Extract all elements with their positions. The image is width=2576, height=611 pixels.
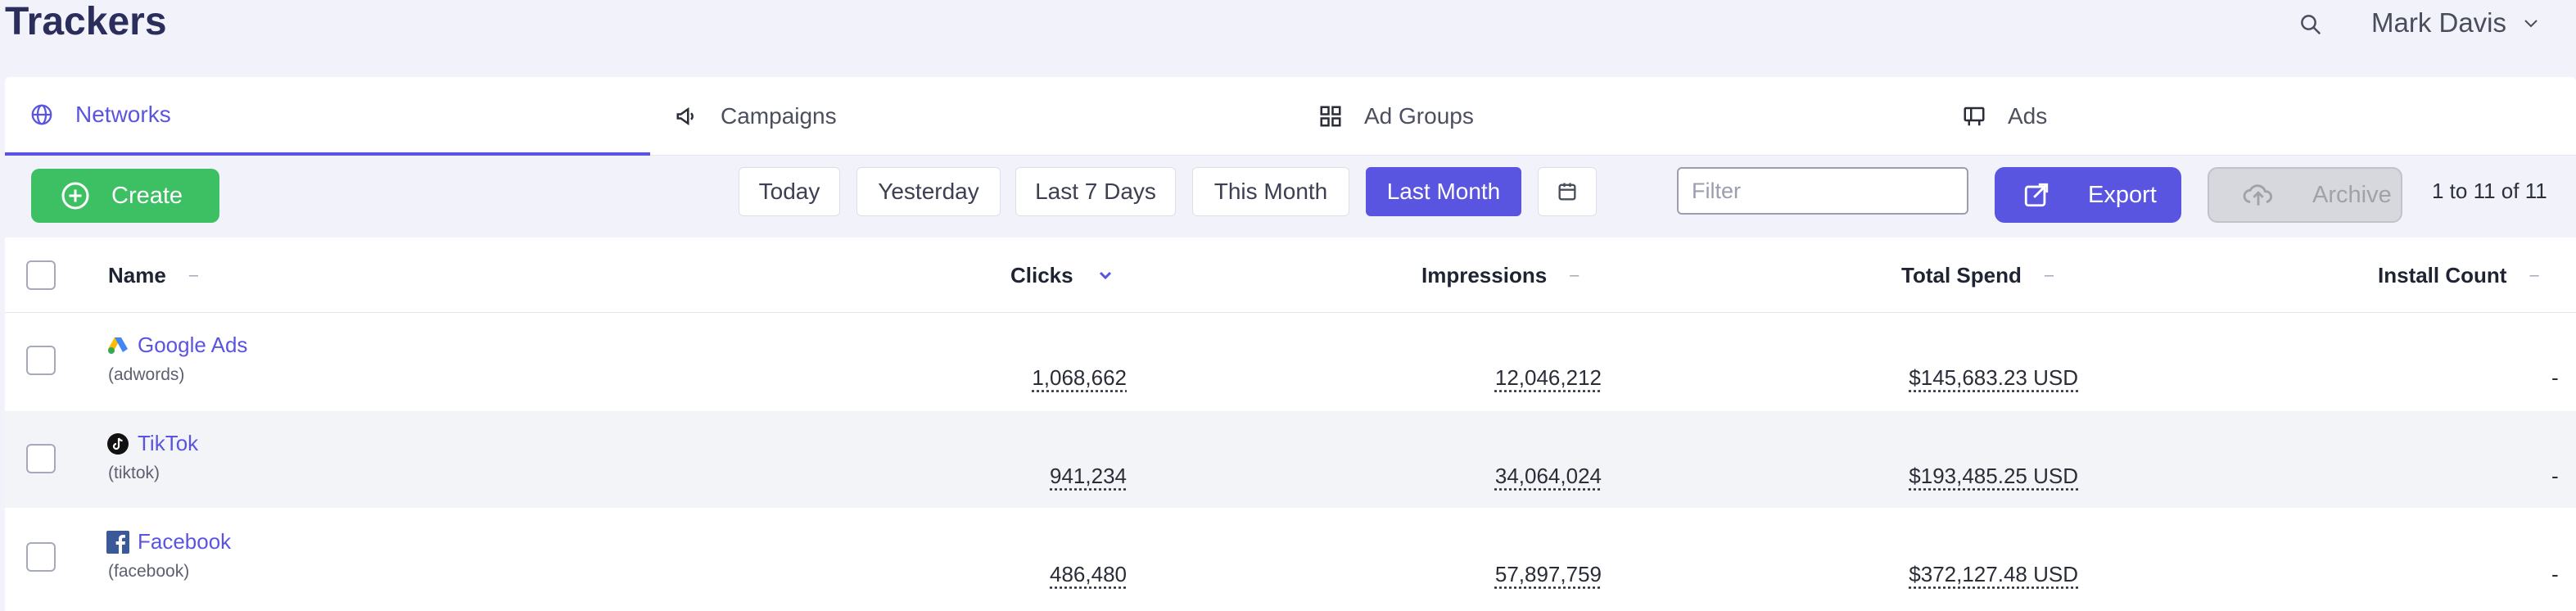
table-row: Facebook (facebook) 486,480 57,897,759 $… bbox=[5, 508, 2576, 604]
user-name: Mark Davis bbox=[2371, 7, 2507, 38]
top-bar: Trackers Mark Davis bbox=[0, 0, 2576, 75]
sort-indicator: – bbox=[2044, 265, 2054, 284]
table-row: Google Ads (adwords) 1,068,662 12,046,21… bbox=[5, 315, 2576, 411]
google-ads-icon bbox=[108, 337, 128, 354]
archive-button[interactable]: Archive bbox=[2208, 167, 2402, 223]
sort-indicator: – bbox=[1570, 265, 1579, 284]
clicks-value[interactable]: 1,068,662 bbox=[1032, 365, 1127, 390]
cloud-upload-icon bbox=[2243, 184, 2272, 206]
network-key: (adwords) bbox=[108, 365, 185, 384]
pagination-text: 1 to 11 of 11 bbox=[2432, 179, 2547, 203]
tab-campaigns[interactable]: Campaigns bbox=[650, 77, 1294, 156]
sort-down-icon bbox=[1099, 271, 1111, 280]
page-title: Trackers bbox=[5, 0, 167, 43]
network-key: (facebook) bbox=[108, 562, 190, 581]
create-label: Create bbox=[111, 182, 183, 209]
chevron-down-icon bbox=[2524, 20, 2538, 28]
install-count-value: - bbox=[2551, 365, 2559, 390]
external-link-icon bbox=[2024, 183, 2049, 207]
tab-ad-groups[interactable]: Ad Groups bbox=[1294, 77, 1937, 156]
tab-ads[interactable]: Ads bbox=[1937, 77, 2576, 156]
impressions-value[interactable]: 34,064,024 bbox=[1494, 464, 1602, 488]
filter-input[interactable] bbox=[1677, 167, 1968, 215]
tab-networks[interactable]: Networks bbox=[5, 77, 650, 156]
trackers-card: Networks Campaigns Ad Groups Ads Create … bbox=[5, 77, 2576, 611]
network-link[interactable]: TikTok bbox=[106, 431, 198, 456]
megaphone-icon bbox=[676, 106, 694, 126]
range-last-7-days-button[interactable]: Last 7 Days bbox=[1015, 167, 1176, 216]
column-header-install-count[interactable]: Install Count – bbox=[2378, 262, 2539, 287]
tab-bar: Networks Campaigns Ad Groups Ads bbox=[5, 77, 2576, 156]
range-yesterday-button[interactable]: Yesterday bbox=[856, 167, 1001, 216]
column-header-impressions[interactable]: Impressions – bbox=[1421, 262, 1579, 287]
table-header: Name – Clicks Impressions – Total Spend – I… bbox=[5, 238, 2576, 313]
row-checkbox[interactable] bbox=[26, 542, 56, 572]
range-today-button[interactable]: Today bbox=[739, 167, 840, 216]
total-spend-value[interactable]: $193,485.25 USD bbox=[1909, 464, 2078, 488]
tab-label: Campaigns bbox=[721, 103, 837, 129]
range-this-month-button[interactable]: This Month bbox=[1192, 167, 1349, 216]
export-button[interactable]: Export bbox=[1995, 167, 2181, 223]
archive-label: Archive bbox=[2312, 181, 2392, 208]
clicks-value[interactable]: 941,234 bbox=[1050, 464, 1127, 488]
calendar-icon bbox=[1558, 183, 1576, 201]
tab-label: Networks bbox=[75, 102, 171, 127]
plus-circle-icon bbox=[61, 182, 89, 210]
billboard-icon bbox=[1964, 106, 1985, 126]
install-count-value: - bbox=[2551, 562, 2559, 586]
clicks-value[interactable]: 486,480 bbox=[1050, 562, 1127, 586]
network-link[interactable]: Google Ads bbox=[106, 333, 247, 358]
network-link[interactable]: Facebook bbox=[106, 529, 231, 554]
network-key: (tiktok) bbox=[108, 464, 160, 482]
total-spend-value[interactable]: $145,683.23 USD bbox=[1909, 365, 2078, 390]
row-checkbox[interactable] bbox=[26, 346, 56, 375]
total-spend-value[interactable]: $372,127.48 USD bbox=[1909, 562, 2078, 586]
select-all-checkbox[interactable] bbox=[26, 260, 56, 290]
sort-indicator: – bbox=[2529, 265, 2539, 284]
table-row: TikTok (tiktok) 941,234 34,064,024 $193,… bbox=[5, 411, 2576, 508]
sort-indicator: – bbox=[188, 265, 198, 284]
column-header-clicks[interactable]: Clicks bbox=[1010, 238, 1113, 313]
export-label: Export bbox=[2088, 181, 2157, 208]
facebook-icon bbox=[106, 530, 129, 554]
impressions-value[interactable]: 57,897,759 bbox=[1494, 562, 1602, 586]
user-menu[interactable]: Mark Davis bbox=[2371, 5, 2541, 41]
row-checkbox[interactable] bbox=[26, 444, 56, 473]
globe-icon bbox=[31, 104, 52, 125]
column-header-name[interactable]: Name – bbox=[108, 262, 198, 287]
impressions-value[interactable]: 12,046,212 bbox=[1494, 365, 1602, 390]
tab-label: Ad Groups bbox=[1364, 103, 1474, 129]
install-count-value: - bbox=[2551, 464, 2559, 488]
create-button[interactable]: Create bbox=[31, 169, 219, 223]
column-header-total-spend[interactable]: Total Spend – bbox=[1901, 262, 2054, 287]
grid-icon bbox=[1320, 106, 1341, 127]
search-icon[interactable] bbox=[2294, 8, 2327, 41]
calendar-button[interactable] bbox=[1538, 167, 1597, 216]
tab-label: Ads bbox=[2008, 103, 2048, 129]
tiktok-icon bbox=[107, 432, 129, 455]
range-last-month-button[interactable]: Last Month bbox=[1366, 167, 1521, 216]
